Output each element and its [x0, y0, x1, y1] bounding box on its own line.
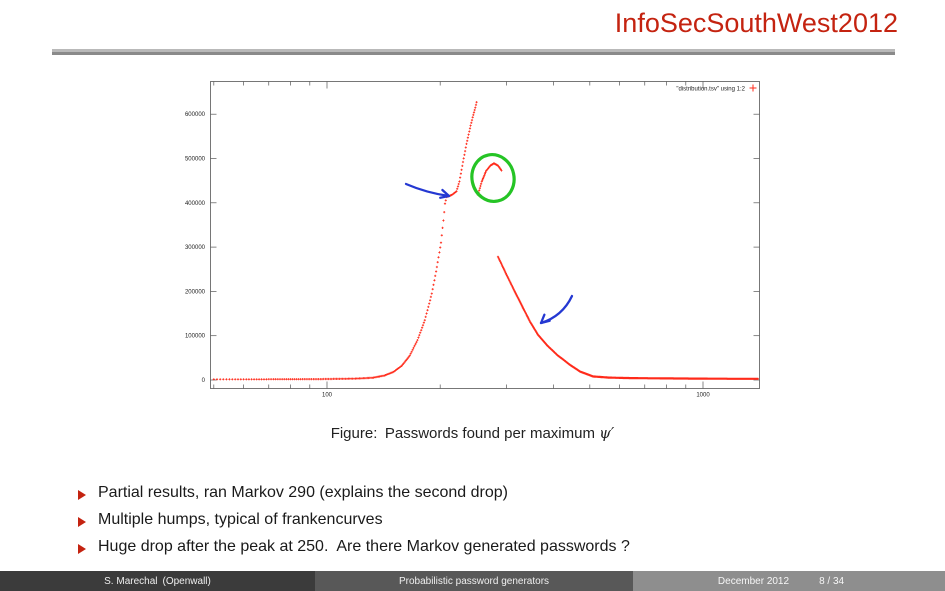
- svg-text:100000: 100000: [185, 334, 206, 340]
- bullet-item: Partial results, ran Markov 290 (explain…: [78, 484, 630, 511]
- header-rule: [52, 49, 895, 55]
- chart-legend: "distribution.tsv" using 1:2: [676, 84, 757, 93]
- bullet-text: Multiple humps, typical of frankencurves: [98, 511, 383, 528]
- blue-arrow-annotation: [404, 182, 451, 199]
- footer-page-number: 8 / 34: [819, 575, 845, 587]
- chart-frame: [210, 81, 760, 389]
- psi-prime-symbol: ψ′: [599, 424, 615, 442]
- slide-title: InfoSecSouthWest2012: [614, 8, 898, 38]
- footer-date: December 2012: [717, 575, 790, 587]
- footer-author: S. Marechal (Openwall): [0, 571, 315, 591]
- chart-ticks: [210, 81, 760, 389]
- svg-text:"distribution.tsv" using 1:2: "distribution.tsv" using 1:2: [676, 87, 745, 93]
- figure-caption: Figure: Passwords found per maximum ψ′: [0, 424, 945, 442]
- password-distribution-chart: 0 100000 200000 300000 400000 500000 600000 100…: [185, 81, 760, 399]
- bullet-list: Partial results, ran Markov 290 (explain…: [78, 484, 630, 565]
- figure-caption-text: Figure: Passwords found per maximum: [330, 425, 600, 442]
- svg-text:1000: 1000: [696, 393, 710, 399]
- password-distribution-figure: 0 100000 200000 300000 400000 500000 600000 100…: [183, 78, 770, 400]
- series-secondary-hump-circled: [476, 162, 503, 196]
- bullet-item: Multiple humps, typical of frankencurves: [78, 511, 630, 538]
- bullet-item: Huge drop after the peak at 250. Are the…: [78, 538, 630, 565]
- svg-text:300000: 300000: [185, 245, 206, 251]
- bullet-triangle-icon: [78, 544, 86, 554]
- footer-bar: S. Marechal (Openwall) Probabilistic pas…: [0, 571, 945, 591]
- chart-series-points: [212, 101, 759, 381]
- footer-presentation-title: Probabilistic password generators: [315, 571, 633, 591]
- svg-text:0: 0: [202, 378, 206, 384]
- bullet-triangle-icon: [78, 517, 86, 527]
- footer-date-page: December 2012 8 / 34: [633, 571, 945, 591]
- svg-text:400000: 400000: [185, 201, 206, 207]
- svg-text:500000: 500000: [185, 157, 206, 163]
- bullet-triangle-icon: [78, 490, 86, 500]
- chart-hand-annotations: [404, 153, 574, 325]
- svg-text:200000: 200000: [185, 289, 206, 295]
- chart-tick-labels: 0 100000 200000 300000 400000 500000 600000 100…: [185, 112, 710, 398]
- svg-text:600000: 600000: [185, 112, 206, 118]
- svg-text:100: 100: [322, 393, 333, 399]
- bullet-text: Partial results, ran Markov 290 (explain…: [98, 484, 508, 501]
- bullet-text: Huge drop after the peak at 250. Are the…: [98, 538, 630, 555]
- series-main-rise-to-peak-250: [212, 101, 478, 381]
- green-circle-annotation: [470, 153, 516, 203]
- series-tail-after-drop-markov-290: [496, 255, 759, 380]
- blue-arrow-annotation: [539, 294, 574, 325]
